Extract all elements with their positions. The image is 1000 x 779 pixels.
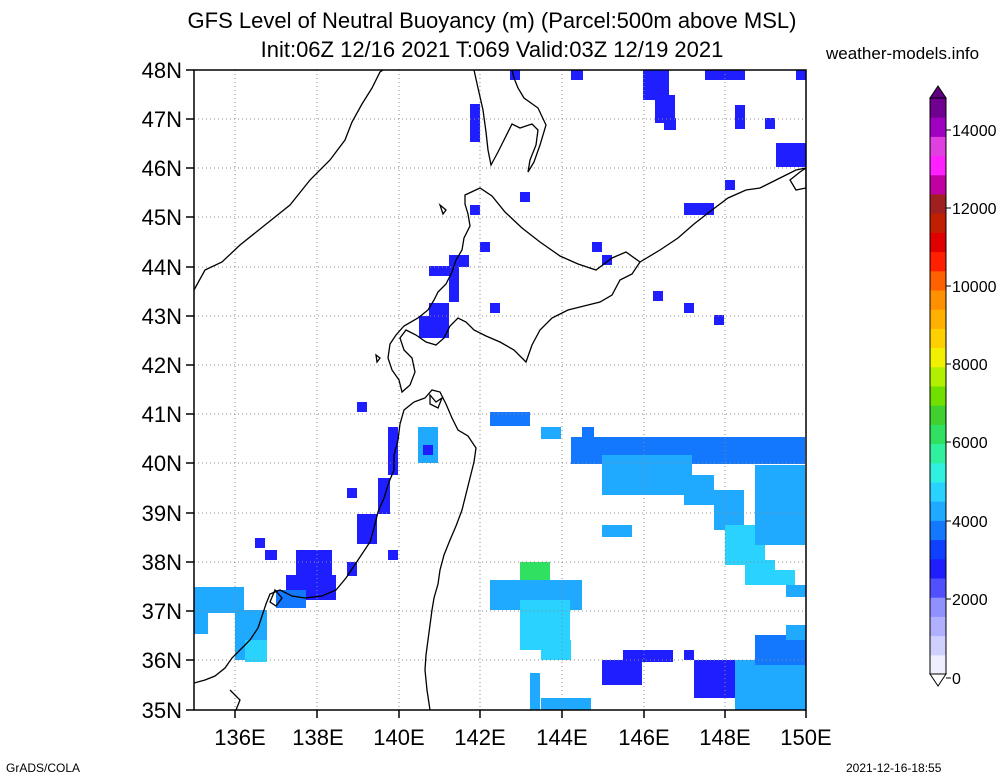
colorbar-swatch [930, 155, 946, 176]
buoyancy-fill [194, 70, 806, 710]
lon-label: 142E [454, 725, 505, 750]
colorbar-label: 8000 [952, 357, 988, 374]
lat-label: 36N [142, 648, 182, 673]
site-label: weather-models.info [826, 44, 980, 63]
colorbar [929, 85, 951, 687]
graticule [194, 70, 806, 710]
colorbar-swatch [930, 270, 946, 291]
lon-label: 138E [292, 725, 343, 750]
lat-label: 46N [142, 156, 182, 181]
colorbar-swatch [930, 174, 946, 195]
colorbar-label: 14000 [952, 123, 997, 140]
colorbar-swatch [930, 578, 946, 598]
colorbar-swatch [930, 654, 946, 675]
colorbar-swatch [930, 520, 946, 541]
colorbar-swatch [930, 136, 946, 157]
longitude-labels: 136E 138E 140E 142E 144E 146E 148E 150E [214, 725, 831, 750]
lat-label: 41N [142, 402, 182, 427]
colorbar-max-triangle [929, 85, 947, 99]
colorbar-frame [929, 97, 947, 675]
latitude-labels: 48N 47N 46N 45N 44N 43N 42N 41N 40N 39N … [142, 58, 182, 723]
colorbar-swatch [930, 482, 946, 502]
colorbar-swatch [930, 328, 946, 349]
colorbar-min-triangle [929, 673, 947, 687]
colorbar-swatch [930, 443, 946, 464]
colorbar-label: 10000 [952, 279, 997, 296]
colorbar-swatch [930, 616, 946, 637]
colorbar-swatch [930, 597, 946, 617]
colorbar-swatch [930, 501, 946, 521]
colorbar-swatch [930, 290, 946, 310]
colorbar-swatch [930, 98, 946, 118]
colorbar-label: 2000 [952, 592, 988, 609]
colorbar-swatch [930, 347, 946, 368]
lat-label: 47N [142, 107, 182, 132]
lon-label: 148E [699, 725, 750, 750]
credit-left: GrADS/COLA [6, 761, 81, 775]
colorbar-label: 0 [952, 671, 961, 688]
colorbar-swatch [930, 213, 946, 233]
colorbar-swatch [930, 539, 946, 560]
lon-label: 136E [214, 725, 265, 750]
lat-label: 40N [142, 451, 182, 476]
credit-right: 2021-12-16-18:55 [846, 761, 942, 775]
lon-label: 144E [536, 725, 587, 750]
lat-label: 48N [142, 58, 182, 83]
lat-label: 45N [142, 205, 182, 230]
map-subtitle: Init:06Z 12/16 2021 T:069 Valid:03Z 12/1… [260, 37, 724, 62]
lat-label: 37N [142, 599, 182, 624]
lon-label: 146E [618, 725, 669, 750]
colorbar-swatch [930, 462, 946, 483]
lon-label: 140E [373, 725, 424, 750]
map-title: GFS Level of Neutral Buoyancy (m) (Parce… [187, 8, 797, 33]
colorbar-swatch [930, 405, 946, 425]
colorbar-label: 12000 [952, 201, 997, 218]
colorbar-labels: 0 2000 4000 6000 8000 10000 12000 14000 [952, 123, 997, 688]
colorbar-swatch [930, 635, 946, 656]
map-frame [193, 69, 807, 711]
colorbar-label: 4000 [952, 514, 988, 531]
colorbar-swatch [930, 386, 946, 406]
lat-label: 44N [142, 255, 182, 280]
lat-label: 42N [142, 353, 182, 378]
lon-label: 150E [780, 725, 831, 750]
colorbar-swatch [930, 194, 946, 214]
colorbar-label: 6000 [952, 435, 988, 452]
colorbar-swatch [930, 366, 946, 387]
tick-marks [186, 69, 807, 718]
colorbar-swatch [930, 424, 946, 445]
colorbar-swatch [930, 558, 946, 579]
lat-label: 38N [142, 550, 182, 575]
colorbar-swatch [930, 117, 946, 137]
lat-label: 39N [142, 501, 182, 526]
lat-label: 43N [142, 304, 182, 329]
colorbar-swatch [930, 309, 946, 329]
colorbar-swatch [930, 251, 946, 272]
coastlines [194, 70, 806, 710]
lat-label: 35N [142, 698, 182, 723]
colorbar-swatch [930, 232, 946, 253]
